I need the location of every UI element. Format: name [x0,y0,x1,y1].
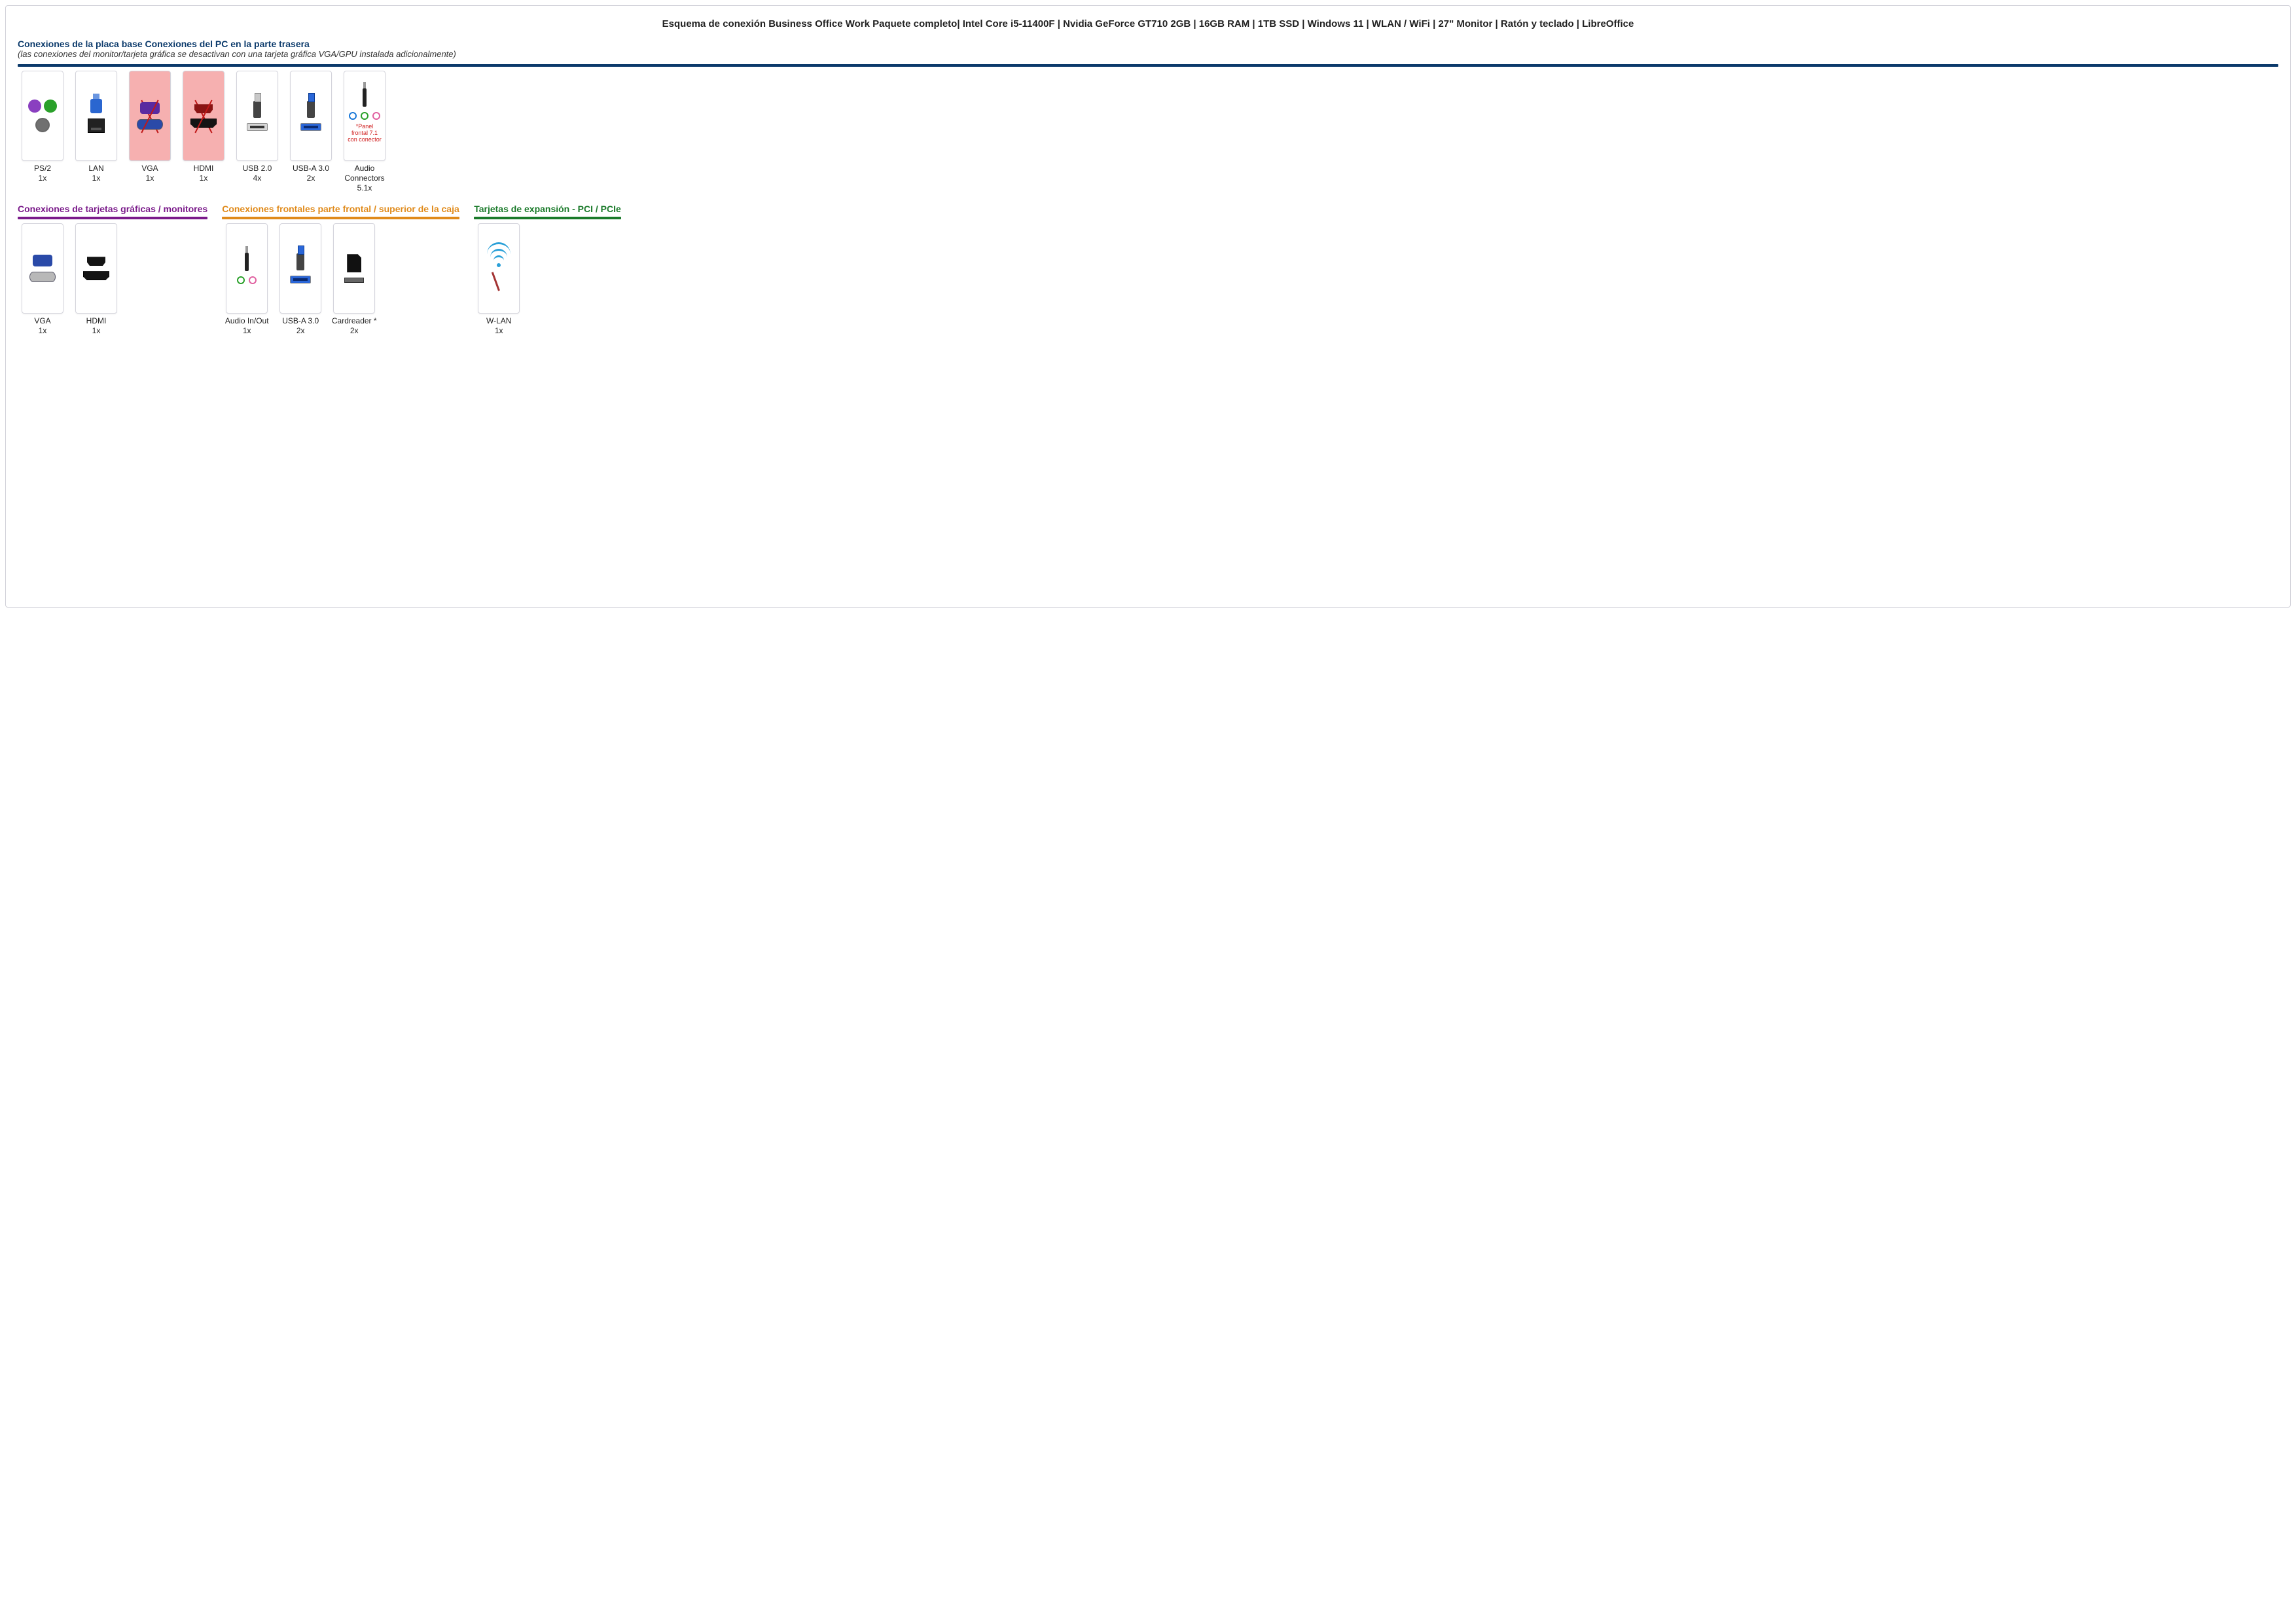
section-expansion-title: Tarjetas de expansión - PCI / PCIe [474,204,621,214]
connector-count: 1x [18,173,67,183]
vga-icon [137,102,163,130]
section-motherboard: Conexiones de la placa base Conexiones d… [18,39,2278,193]
connector-label-text: Audio Connectors [340,164,389,183]
connector-count: 1x [222,326,272,336]
connector-label-text: LAN [71,164,121,173]
front-cards: Audio In/Out1xUSB-A 3.02xCardreader *2x [222,223,459,336]
connector-card-gpu-vga [22,223,63,314]
usb2-icon [247,101,268,131]
connector-label-gpu-vga: VGA1x [18,316,67,336]
connector-card-hdmi [183,71,224,161]
connector-label-text: VGA [18,316,67,326]
connector-card-usb2 [236,71,278,161]
connector-card-vga [129,71,171,161]
connector-front-usb3: USB-A 3.02x [276,223,325,336]
wlan-icon [486,246,512,291]
connector-label-vga: VGA1x [125,164,175,183]
connector-label-audio: Audio Connectors5.1x [340,164,389,193]
section-expansion: Tarjetas de expansión - PCI / PCIe W-LAN… [474,204,621,336]
gpu-cards: VGA1xHDMI1x [18,223,207,336]
connector-count: 2x [329,326,379,336]
section-front-title: Conexiones frontales parte frontal / sup… [222,204,459,214]
ps2-icon [28,100,57,132]
page-title: Esquema de conexión Business Office Work… [18,18,2278,31]
connector-count: 1x [125,173,175,183]
connector-label-cardreader: Cardreader *2x [329,316,379,336]
hdmi-icon [190,104,217,128]
section-expansion-bar [474,217,621,219]
connector-label-front-audio: Audio In/Out1x [222,316,272,336]
usb3-icon [300,101,321,131]
lower-sections-row: Conexiones de tarjetas gráficas / monito… [18,204,2278,336]
connector-card-audio: *Panel frontal 7.1 con conector [344,71,386,161]
connector-label-text: USB-A 3.0 [286,164,336,173]
connector-usb2: USB 2.04x [232,71,282,193]
connector-gpu-vga: VGA1x [18,223,67,336]
connector-label-lan: LAN1x [71,164,121,183]
connector-label-text: Audio In/Out [222,316,272,326]
connector-label-text: VGA [125,164,175,173]
connector-label-text: W-LAN [474,316,524,326]
connector-lan: LAN1x [71,71,121,193]
connector-label-text: Cardreader * [329,316,379,326]
front-audio-icon [237,253,257,284]
lan-icon [88,99,105,133]
connector-card-front-usb3 [279,223,321,314]
connector-label-text: HDMI [179,164,228,173]
gpu-vga-icon [29,255,56,282]
connector-card-usb3 [290,71,332,161]
motherboard-cards: PS/21xLAN1xVGA1xHDMI1xUSB 2.04xUSB-A 3.0… [18,71,2278,193]
expansion-cards: W-LAN1x [474,223,621,336]
page-frame: Esquema de conexión Business Office Work… [5,5,2291,608]
connector-count: 1x [474,326,524,336]
section-front-bar [222,217,459,219]
connector-count: 5.1x [340,183,389,193]
connector-label-hdmi: HDMI1x [179,164,228,183]
connector-hdmi: HDMI1x [179,71,228,193]
front-usb3-icon [290,253,311,283]
connector-label-ps2: PS/21x [18,164,67,183]
connector-ps2: PS/21x [18,71,67,193]
connector-card-ps2 [22,71,63,161]
connector-footnote-audio: *Panel frontal 7.1 con conector [347,124,382,143]
connector-card-lan [75,71,117,161]
audio-icon [349,88,380,120]
section-gpu-bar [18,217,207,219]
connector-count: 1x [71,326,121,336]
connector-count: 2x [276,326,325,336]
connector-audio: *Panel frontal 7.1 con conector Audio Con… [340,71,389,193]
connector-count: 2x [286,173,336,183]
connector-label-front-usb3: USB-A 3.02x [276,316,325,336]
section-front: Conexiones frontales parte frontal / sup… [222,204,459,336]
connector-front-audio: Audio In/Out1x [222,223,272,336]
section-motherboard-note: (las conexiones del monitor/tarjeta gráf… [18,49,2278,59]
connector-wlan: W-LAN1x [474,223,524,336]
cardreader-icon [344,254,364,283]
section-motherboard-title: Conexiones de la placa base Conexiones d… [18,39,2278,49]
connector-label-text: PS/2 [18,164,67,173]
connector-count: 1x [71,173,121,183]
connector-gpu-hdmi: HDMI1x [71,223,121,336]
connector-label-usb2: USB 2.04x [232,164,282,183]
connector-label-wlan: W-LAN1x [474,316,524,336]
connector-label-gpu-hdmi: HDMI1x [71,316,121,336]
section-gpu-title: Conexiones de tarjetas gráficas / monito… [18,204,207,214]
section-motherboard-bar [18,64,2278,67]
connector-label-text: HDMI [71,316,121,326]
connector-card-front-audio [226,223,268,314]
connector-card-wlan [478,223,520,314]
connector-label-usb3: USB-A 3.02x [286,164,336,183]
connector-label-text: USB 2.0 [232,164,282,173]
connector-vga: VGA1x [125,71,175,193]
connector-cardreader: Cardreader *2x [329,223,379,336]
connector-count: 1x [179,173,228,183]
gpu-hdmi-icon [83,257,109,280]
connector-card-gpu-hdmi [75,223,117,314]
connector-count: 1x [18,326,67,336]
section-gpu: Conexiones de tarjetas gráficas / monito… [18,204,207,336]
connector-card-cardreader [333,223,375,314]
connector-usb3: USB-A 3.02x [286,71,336,193]
connector-count: 4x [232,173,282,183]
connector-label-text: USB-A 3.0 [276,316,325,326]
